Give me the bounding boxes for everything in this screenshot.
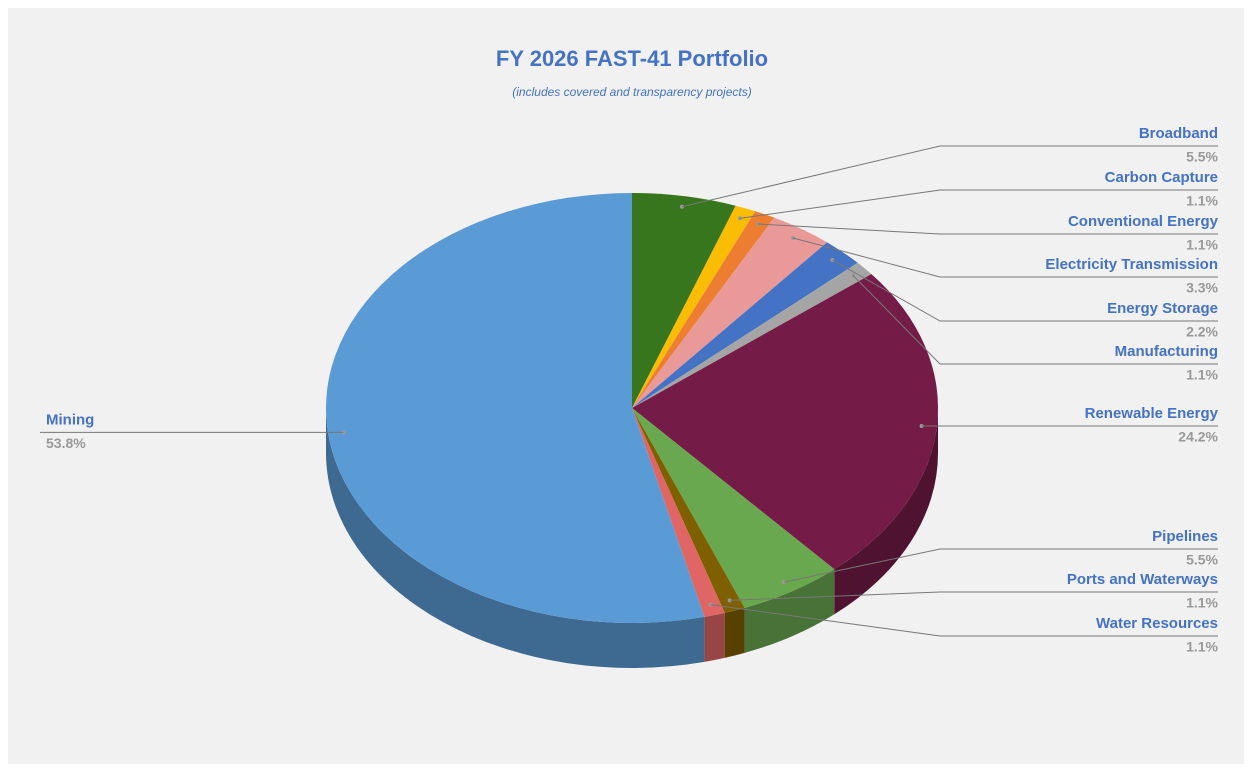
slice	[325, 193, 705, 623]
slice-label: Ports and Waterways	[1067, 571, 1218, 588]
leader-line	[792, 237, 1218, 278]
slice-value-label: 53.8%	[46, 435, 86, 451]
leader-line	[710, 604, 1218, 637]
slice-value-label: 1.1%	[1186, 367, 1218, 383]
slice	[632, 408, 725, 617]
slice-label: Pipelines	[1152, 528, 1218, 545]
slice-label: Water Resources	[1096, 615, 1218, 632]
slice-value-label: 1.1%	[1186, 595, 1218, 611]
slice-label: Mining	[46, 411, 94, 428]
slice-label: Energy Storage	[1107, 300, 1218, 317]
slice	[632, 193, 736, 408]
pie-top	[325, 193, 938, 623]
slice-label: Electricity Transmission	[1045, 256, 1218, 273]
leader-line	[832, 259, 1218, 322]
slice-value-label: 2.2%	[1186, 324, 1218, 340]
leader-line	[758, 223, 1218, 235]
slice-value-label: 1.1%	[1186, 237, 1218, 253]
leader-line	[729, 591, 1218, 601]
slice-value-label: 5.5%	[1186, 149, 1218, 165]
slice-value-label: 24.2%	[1178, 429, 1218, 445]
slice	[632, 217, 828, 408]
slice-side	[326, 408, 705, 668]
slice	[632, 205, 756, 408]
slice-label: Broadband	[1139, 125, 1218, 142]
slice	[632, 262, 872, 408]
slice-side	[704, 612, 725, 662]
leader-line	[739, 189, 1218, 219]
slice-label: Manufacturing	[1115, 343, 1218, 360]
leader-line	[681, 145, 1218, 208]
chart-subtitle: (includes covered and transparency proje…	[512, 85, 751, 99]
slice	[632, 211, 775, 408]
slice-side	[834, 408, 939, 615]
slice-label: Carbon Capture	[1105, 169, 1218, 186]
pie-sides	[326, 408, 939, 668]
slice-side	[744, 569, 835, 653]
leader-line	[852, 275, 1218, 365]
slice-value-label: 5.5%	[1186, 552, 1218, 568]
chart-title: FY 2026 FAST-41 Portfolio	[496, 46, 768, 71]
slice-value-label: 3.3%	[1186, 280, 1218, 296]
slice-value-label: 1.1%	[1186, 639, 1218, 655]
slice-value-label: 1.1%	[1186, 193, 1218, 209]
slice	[632, 408, 835, 608]
slice	[632, 274, 938, 570]
slice-label: Conventional Energy	[1068, 213, 1219, 230]
labels: Broadband 5.5% Carbon Capture 1.1% Conventio…	[40, 125, 1219, 655]
slice	[632, 408, 745, 613]
slice	[632, 242, 858, 408]
slice-label: Renewable Energy	[1085, 405, 1219, 422]
leader-line	[783, 548, 1218, 583]
slice-side	[724, 607, 745, 658]
